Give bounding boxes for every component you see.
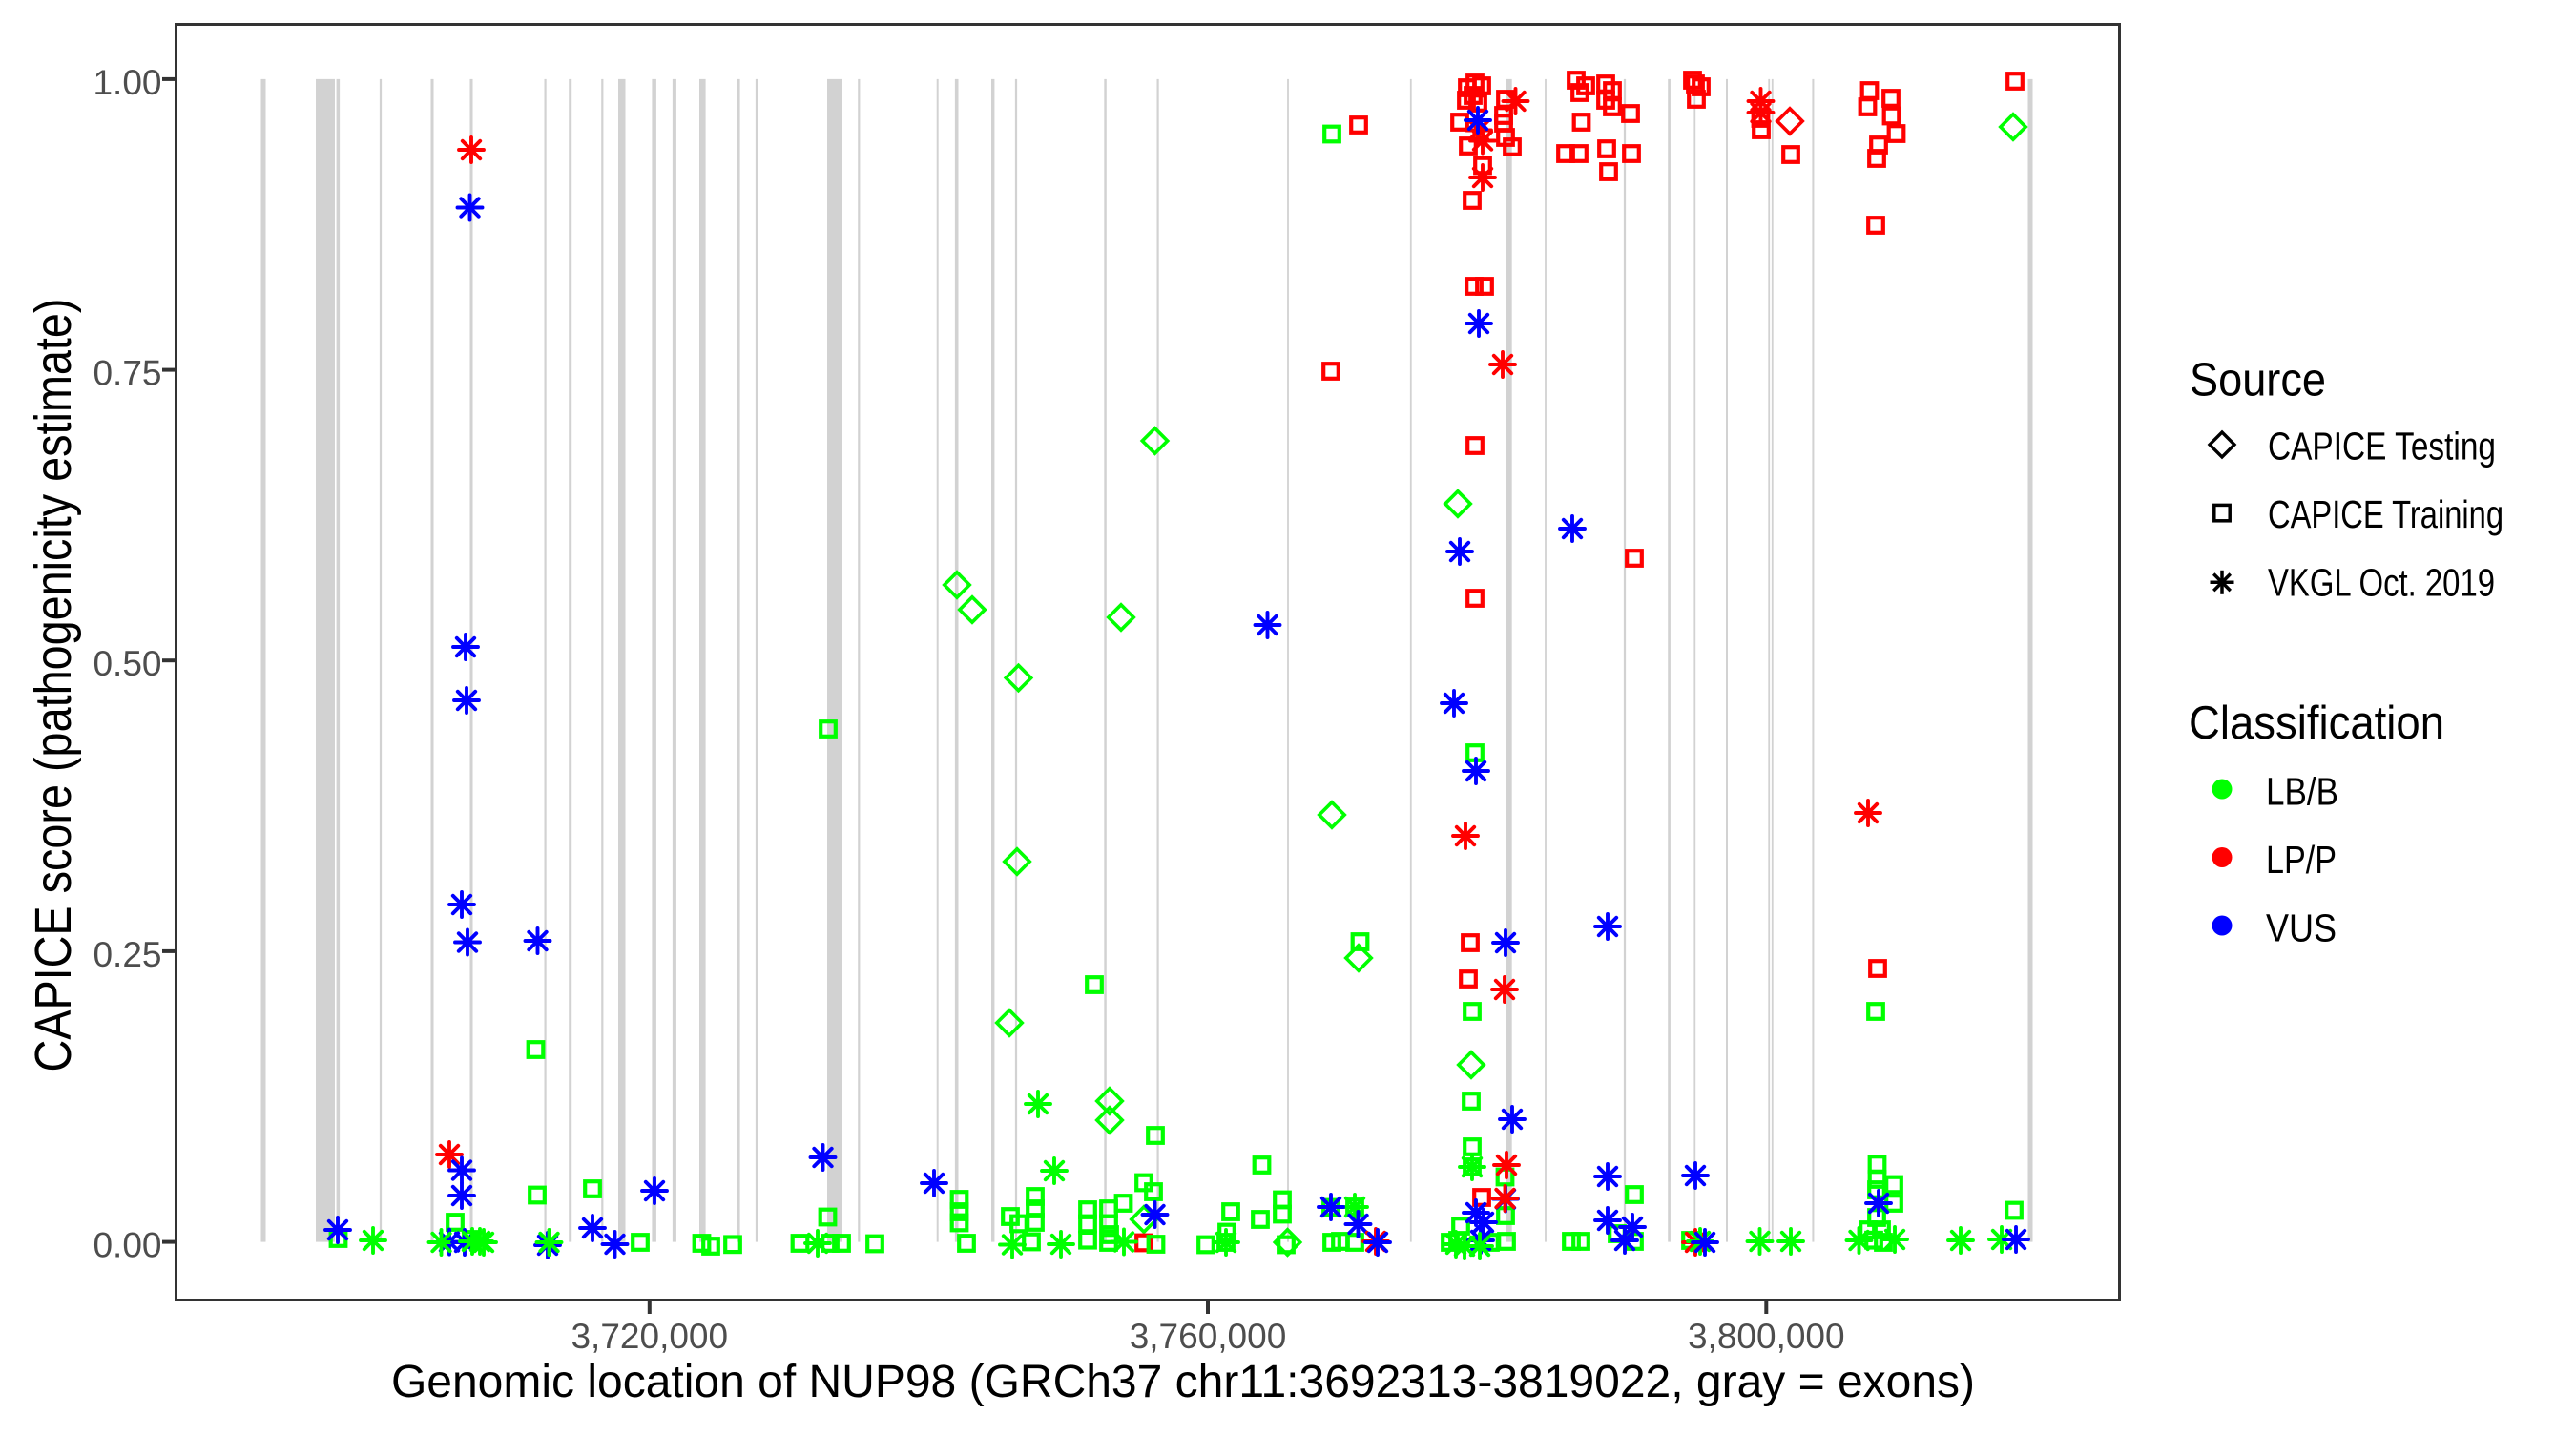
- svg-text:LP/P: LP/P: [2266, 838, 2337, 882]
- svg-text:3,720,000: 3,720,000: [571, 1317, 728, 1356]
- svg-text:3,760,000: 3,760,000: [1130, 1317, 1287, 1356]
- svg-text:1.00: 1.00: [93, 63, 161, 102]
- svg-text:0.00: 0.00: [93, 1226, 161, 1265]
- svg-text:CAPICE Training: CAPICE Training: [2268, 492, 2503, 536]
- svg-text:Classification: Classification: [2189, 697, 2444, 749]
- svg-text:CAPICE score (pathogenicity es: CAPICE score (pathogenicity estimate): [25, 299, 82, 1072]
- svg-text:VUS: VUS: [2266, 906, 2337, 950]
- svg-text:0.50: 0.50: [93, 644, 161, 683]
- svg-text:Genomic location of NUP98 (GRC: Genomic location of NUP98 (GRCh37 chr11:…: [391, 1357, 1975, 1407]
- svg-text:CAPICE Testing: CAPICE Testing: [2268, 425, 2496, 468]
- svg-text:3,800,000: 3,800,000: [1688, 1317, 1845, 1356]
- svg-text:VKGL Oct. 2019: VKGL Oct. 2019: [2268, 560, 2495, 604]
- svg-text:0.75: 0.75: [93, 354, 161, 393]
- svg-text:0.25: 0.25: [93, 935, 161, 974]
- svg-text:LB/B: LB/B: [2266, 770, 2338, 814]
- svg-text:Source: Source: [2190, 355, 2326, 406]
